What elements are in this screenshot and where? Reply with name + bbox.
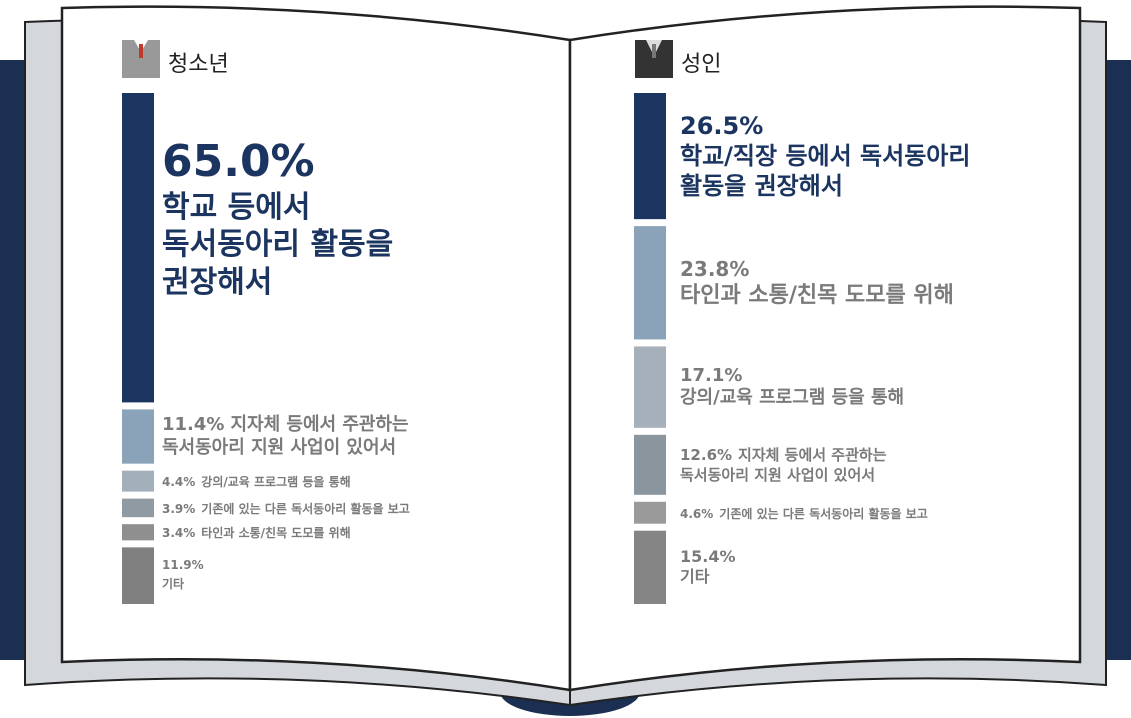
bar-segment <box>122 471 154 492</box>
value-label: 26.5% <box>680 111 1100 141</box>
segment-label: 26.5%학교/직장 등에서 독서동아리 활동을 권장해서 <box>680 93 1100 219</box>
value-label: 4.6% <box>680 507 713 521</box>
label-text: 12.6%지자체 등에서 주관하는 독서동아리 지원 사업이 있어서 <box>680 445 1100 485</box>
value-label: 11.4% <box>162 414 224 435</box>
chart-title: 성인 <box>681 46 721 78</box>
label-text: 3.4% 타인과 소통/친목 도모를 위해 <box>162 522 582 542</box>
label-text: 4.6% 기존에 있는 다른 독서동아리 활동을 보고 <box>680 503 1100 523</box>
value-label: 4.4% <box>162 475 195 489</box>
category-label: 강의/교육 프로그램 등을 통해 <box>201 475 350 489</box>
label-text: 26.5%학교/직장 등에서 독서동아리 활동을 권장해서 <box>680 111 1100 201</box>
value-label: 12.6% <box>680 446 732 464</box>
value-label: 15.4% <box>680 547 1100 567</box>
value-label: 65.0% <box>162 134 582 189</box>
value-label: 3.4% <box>162 526 195 540</box>
segment-label: 17.1%강의/교육 프로그램 등을 통해 <box>680 346 1100 427</box>
label-text: 3.9% 기존에 있는 다른 독서동아리 활동을 보고 <box>162 498 582 518</box>
value-label: 11.9% <box>162 558 582 573</box>
label-text: 65.0%학교 등에서 독서동아리 활동을 권장해서 <box>162 134 582 302</box>
bar-segment <box>634 531 666 604</box>
segment-label: 3.4% 타인과 소통/친목 도모를 위해 <box>162 524 582 540</box>
label-text: 11.9% 기타 <box>162 558 582 593</box>
value-label: 3.9% <box>162 502 195 516</box>
bar-segment <box>122 409 154 463</box>
segment-label: 11.4%지자체 등에서 주관하는 독서동아리 지원 사업이 있어서 <box>162 409 582 463</box>
label-text: 17.1%강의/교육 프로그램 등을 통해 <box>680 365 1100 410</box>
segment-label: 11.9% 기타 <box>162 547 582 604</box>
bar-segment <box>122 93 154 402</box>
bar-segment <box>634 346 666 427</box>
label-text: 15.4%기타 <box>680 547 1100 587</box>
segment-label: 4.6% 기존에 있는 다른 독서동아리 활동을 보고 <box>680 502 1100 524</box>
bar-segment <box>122 547 154 604</box>
segment-label: 4.4% 강의/교육 프로그램 등을 통해 <box>162 471 582 492</box>
category-label: 타인과 소통/친목 도모를 위해 <box>680 283 954 308</box>
category-label: 기존에 있는 다른 독서동아리 활동을 보고 <box>719 507 928 521</box>
bar-segment <box>634 93 666 219</box>
icon-youth <box>122 40 160 78</box>
segment-label: 23.8%타인과 소통/친목 도모를 위해 <box>680 226 1100 339</box>
book-infographic: 청소년 성인 65.0%학교 등에서 독서동아리 활동을 권장해서11.4%지자… <box>0 0 1131 718</box>
category-label: 타인과 소통/친목 도모를 위해 <box>201 526 350 540</box>
segment-label: 15.4%기타 <box>680 531 1100 604</box>
icon-adult <box>635 40 673 78</box>
label-text: 23.8%타인과 소통/친목 도모를 위해 <box>680 257 1100 310</box>
category-label: 강의/교육 프로그램 등을 통해 <box>680 387 904 408</box>
segment-label: 12.6%지자체 등에서 주관하는 독서동아리 지원 사업이 있어서 <box>680 435 1100 495</box>
value-label: 23.8% <box>680 257 1100 282</box>
category-label: 기타 <box>162 577 184 591</box>
segment-label: 3.9% 기존에 있는 다른 독서동아리 활동을 보고 <box>162 499 582 518</box>
label-text: 4.4% 강의/교육 프로그램 등을 통해 <box>162 471 582 491</box>
segment-label: 65.0%학교 등에서 독서동아리 활동을 권장해서 <box>162 63 582 372</box>
bar-segment <box>634 226 666 339</box>
bar-segment <box>122 524 154 540</box>
bar-segment <box>634 435 666 495</box>
label-text: 11.4%지자체 등에서 주관하는 독서동아리 지원 사업이 있어서 <box>162 414 582 459</box>
category-label: 학교/직장 등에서 독서동아리 활동을 권장해서 <box>680 142 970 200</box>
bar-segment <box>634 502 666 524</box>
value-label: 17.1% <box>680 365 1100 388</box>
category-label: 학교 등에서 독서동아리 활동을 권장해서 <box>162 190 393 300</box>
category-label: 기타 <box>680 567 709 586</box>
category-label: 기존에 있는 다른 독서동아리 활동을 보고 <box>201 502 410 516</box>
bar-segment <box>122 499 154 518</box>
